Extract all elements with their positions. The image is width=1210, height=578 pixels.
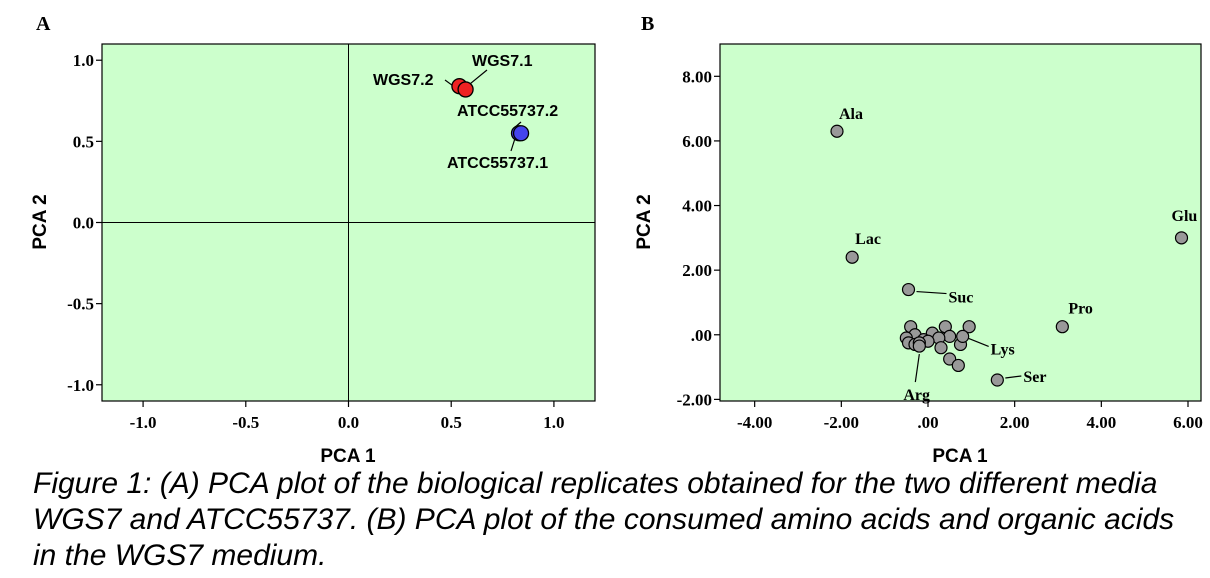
panel-a-x-tick-label: -1.0 — [130, 413, 157, 432]
panel-b-point — [943, 352, 957, 366]
panel-b-x-tick-label: 4.00 — [1086, 413, 1116, 432]
panel-a-point-label: ATCC55737.1 — [447, 155, 548, 172]
panel-a-point-label: ATCC55737.2 — [457, 103, 558, 120]
panel-b-y-tick-label: -2.00 — [677, 390, 712, 409]
panel-b-point — [943, 329, 957, 343]
panel-a-letter: A — [36, 13, 51, 35]
panel-b-point-label: Lys — [991, 341, 1015, 358]
panel-b-y-tick-label: .00 — [691, 326, 712, 345]
panel-b-point-label: Suc — [949, 290, 974, 307]
panel-a-x-tick-label: 0.5 — [441, 413, 462, 432]
panel-b-point-label: Lac — [855, 231, 881, 248]
panel-b-point-lys — [956, 329, 970, 343]
panel-b-point-label: Glu — [1172, 208, 1198, 225]
panel-b-y-tick-label: 2.00 — [682, 261, 712, 280]
panel-a-y-tick-label: -1.0 — [67, 376, 94, 395]
panel-a-point-wgs7-1 — [457, 81, 474, 98]
panel-b-point — [934, 341, 948, 355]
panel-a-x-tick-label: 1.0 — [543, 413, 564, 432]
panel-a-y-tick-label: 0.5 — [73, 132, 94, 151]
panel-b-y-axis-title: PCA 2 — [634, 194, 655, 249]
panel-b-point-label: Arg — [903, 387, 930, 404]
panel-b-y-tick-label: 8.00 — [682, 67, 712, 86]
panel-a-y-tick-label: 0.0 — [73, 214, 94, 233]
panel-b-leader-line — [914, 353, 920, 383]
panel-b-x-axis-title: PCA 1 — [932, 446, 988, 466]
panel-b-x-tick-label: 6.00 — [1173, 413, 1203, 432]
panel-a-leader-line — [470, 69, 488, 84]
panel-b-chart: -4.00 -2.00 .00 2.00 4.00 6.00 8.00 6.00 4.00 2.0… — [677, 43, 1203, 432]
panel-a-leader-line — [510, 138, 516, 152]
panel-b-point-lac — [845, 250, 859, 264]
panel-b-y-tick-label: 6.00 — [682, 132, 712, 151]
panel-b-point-glu — [1174, 231, 1189, 245]
panel-b-x-tick-label: -4.00 — [737, 413, 772, 432]
panel-b-leader-line — [1005, 375, 1022, 379]
panel-b-x-tick-label: .00 — [917, 413, 938, 432]
panel-a-y-axis-title: PCA 2 — [30, 194, 51, 249]
panel-b-point-arg — [912, 339, 926, 353]
panel-b-point-ser — [990, 373, 1004, 387]
panel-b-point-pro — [1055, 320, 1069, 334]
panel-a-y-tick-label: -0.5 — [67, 295, 94, 314]
panel-a-point-label: WGS7.1 — [472, 53, 533, 70]
figure-canvas: A -1.0 -0.5 0.0 0.5 1.0 1.0 0.5 0.0 -0.5 -1.0 WGS7… — [30, 13, 1203, 466]
panel-b-x-tick-label: 2.00 — [1000, 413, 1030, 432]
panel-a-x-tick-label: -0.5 — [232, 413, 259, 432]
panel-b-point — [951, 358, 965, 373]
panel-a-chart: -1.0 -0.5 0.0 0.5 1.0 1.0 0.5 0.0 -0.5 -1.0 WGS7.2… — [67, 43, 596, 432]
panel-a-point-label: WGS7.2 — [373, 72, 434, 89]
panel-a-x-tick-label: 0.0 — [338, 413, 359, 432]
figure-caption: Figure 1: (A) PCA plot of the biological… — [33, 467, 1175, 572]
panel-a-point-atcc55737-1 — [512, 125, 530, 142]
panel-b-y-tick-label: 4.00 — [682, 197, 712, 216]
panel-b-point-label: Pro — [1068, 301, 1093, 318]
panel-a-y-tick-label: 1.0 — [73, 51, 94, 70]
panel-b-point-label: Ser — [1023, 369, 1046, 386]
panel-b-letter: B — [641, 13, 654, 35]
panel-b-point-ala — [830, 124, 844, 138]
panel-b-leader-line — [916, 290, 947, 295]
panel-b-point — [962, 320, 976, 334]
panel-b-leader-line — [968, 337, 989, 347]
panel-b-point-label: Ala — [839, 106, 863, 123]
panel-a-x-axis-title: PCA 1 — [320, 446, 376, 466]
panel-b-point-suc — [901, 282, 916, 297]
panel-b-x-tick-label: -2.00 — [824, 413, 859, 432]
